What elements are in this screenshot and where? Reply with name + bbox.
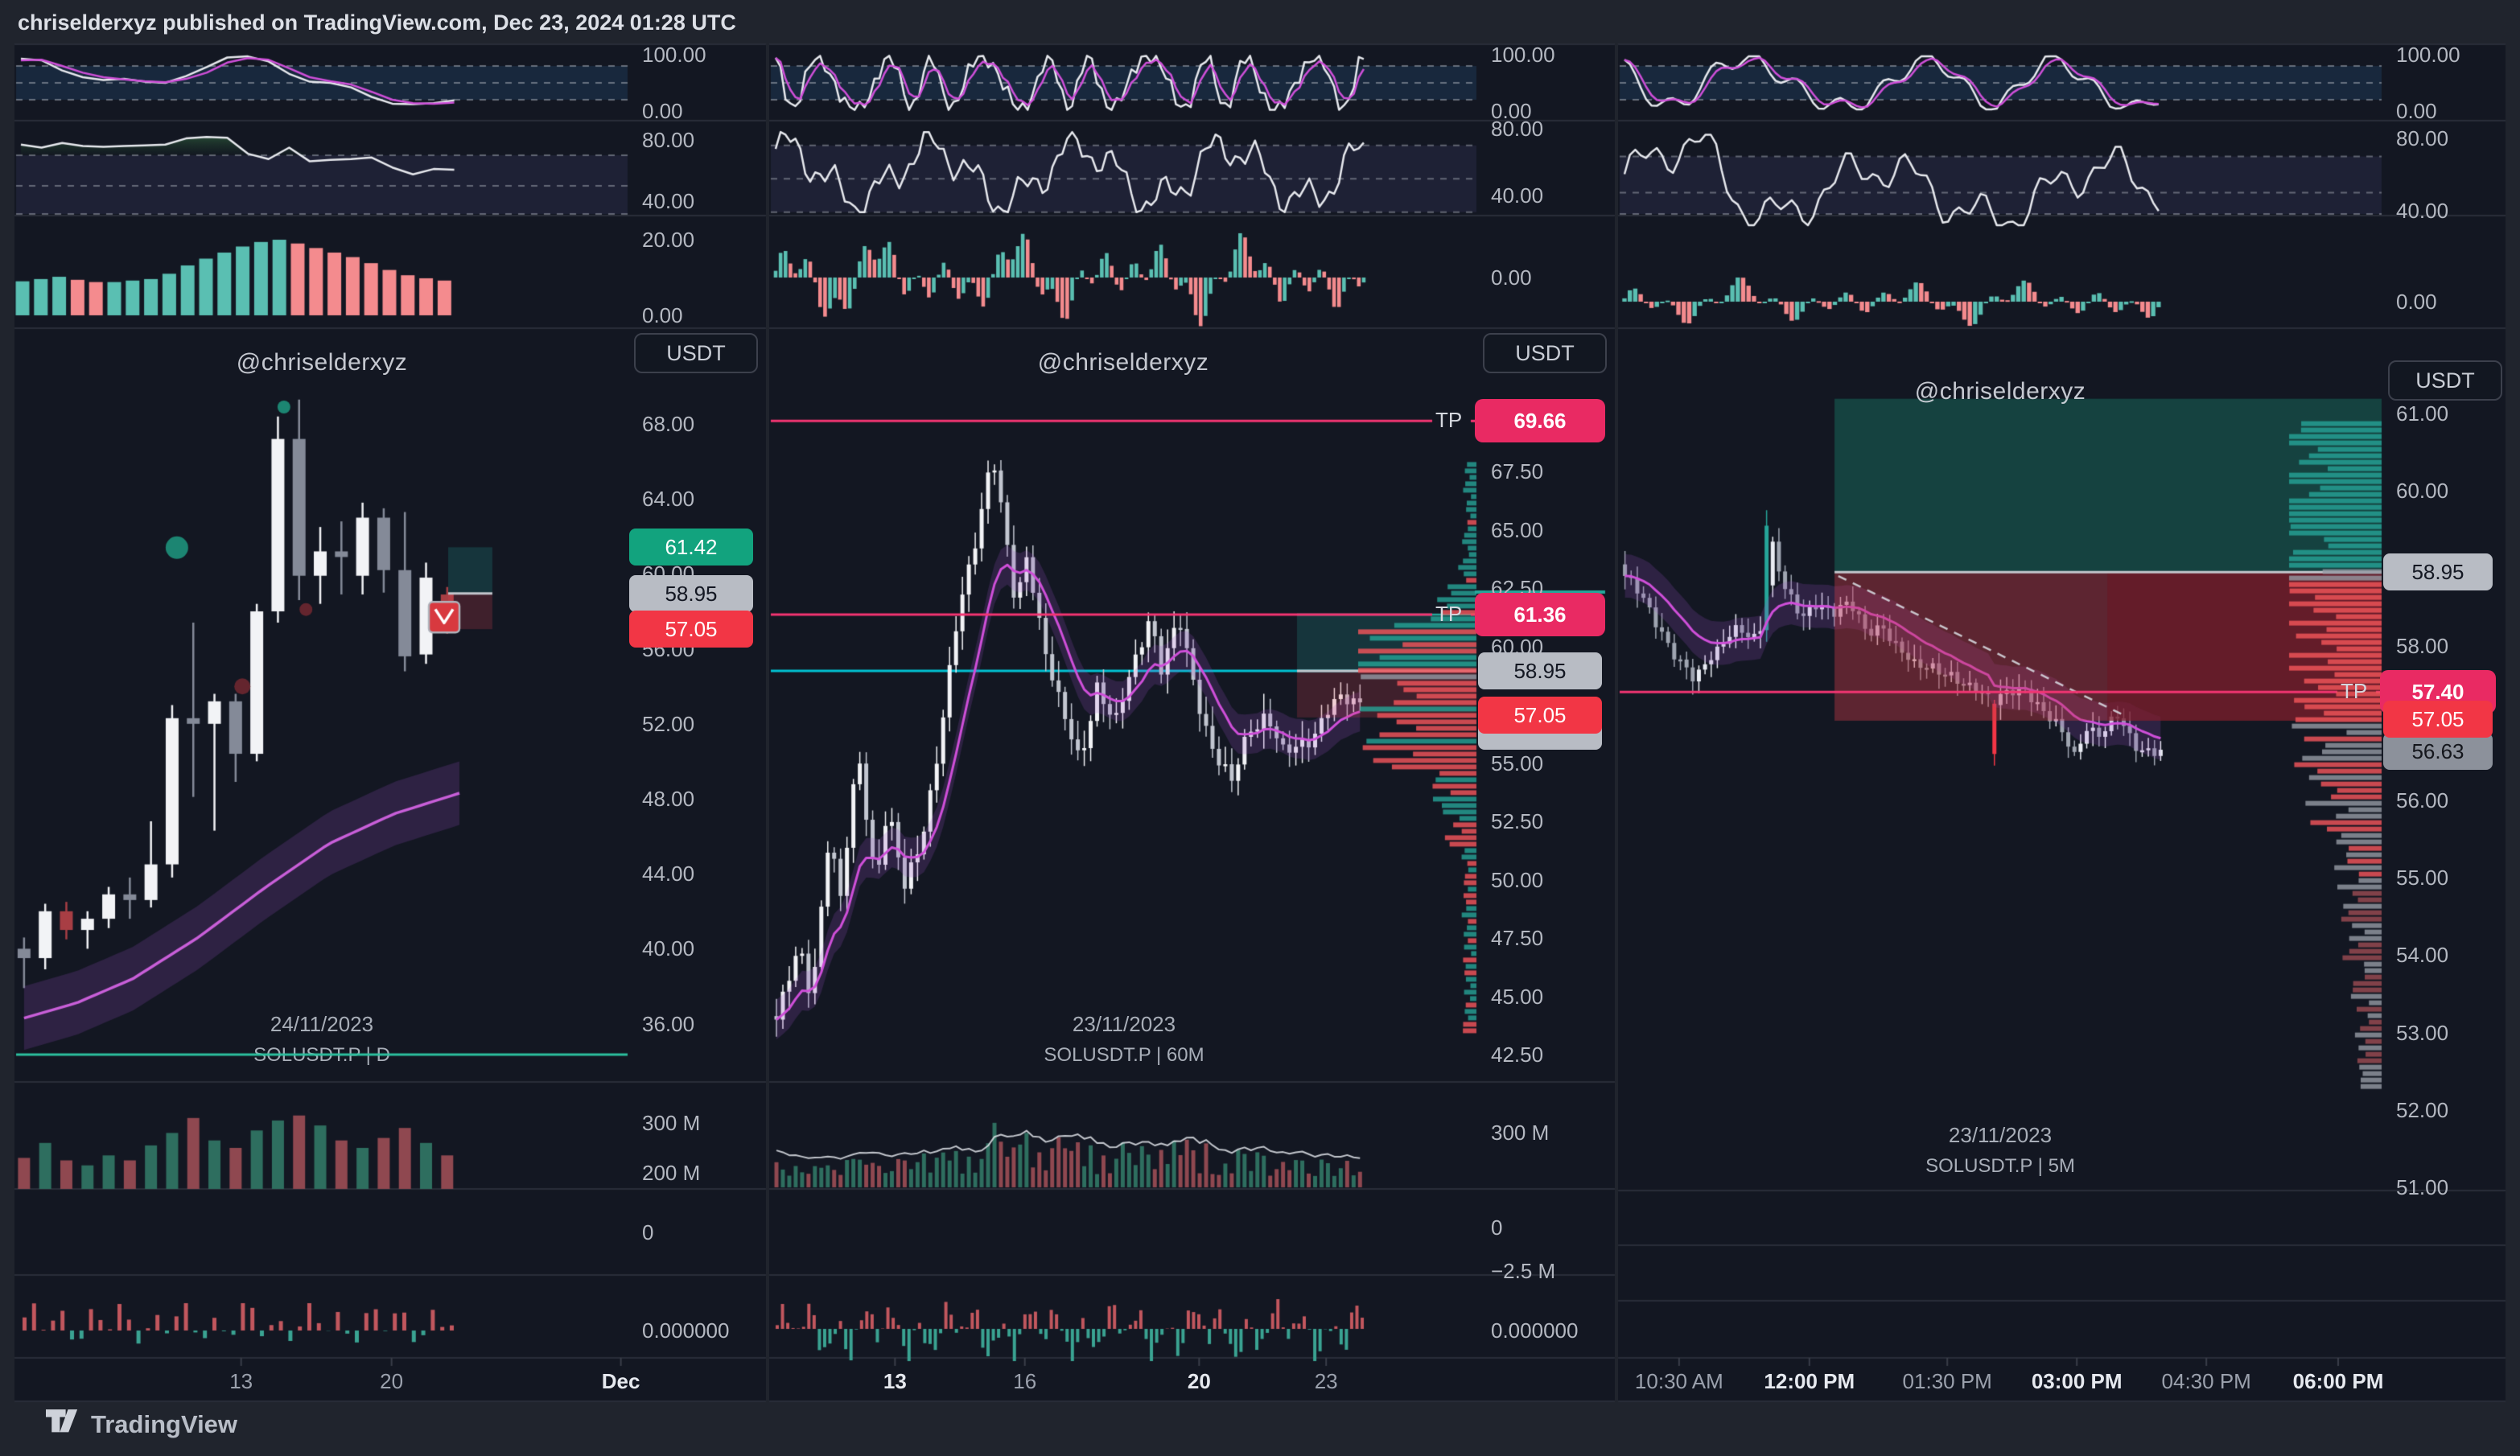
time-label: 20 <box>380 1369 404 1393</box>
price-badge-61.36: 61.36 <box>1475 593 1605 637</box>
time-label: 13 <box>229 1369 253 1393</box>
currency-usdt-button[interactable]: USDT <box>2388 360 2502 401</box>
time-label: 10:30 AM <box>1634 1369 1723 1393</box>
price-tick: 52.50 <box>1491 809 1544 833</box>
zero-tick: −2.5 M <box>1491 1259 1556 1283</box>
price-badge-56.63: 56.63 <box>2383 733 2493 771</box>
price-tick: 0.00 <box>2396 290 2437 314</box>
tp-label: TP <box>1435 408 1463 433</box>
price-tick: 56.00 <box>2396 788 2449 812</box>
price-badge-58.95: 58.95 <box>2383 553 2493 591</box>
price-tick: 40.00 <box>642 189 695 213</box>
currency-usdt-button[interactable]: USDT <box>634 333 758 373</box>
time-label: 04:30 PM <box>2161 1369 2251 1393</box>
time-label: 03:00 PM <box>2031 1369 2123 1393</box>
price-tick: 47.50 <box>1491 926 1544 950</box>
price-tick: 52.00 <box>642 711 695 736</box>
price-tick: 0.00 <box>1491 265 1532 290</box>
price-tick: 58.00 <box>2396 633 2449 658</box>
price-badge-61.42: 61.42 <box>629 529 753 566</box>
time-label: 13 <box>883 1369 907 1393</box>
tradingview-footer: TradingView <box>46 1409 237 1440</box>
price-tick: 53.00 <box>2396 1020 2449 1045</box>
publish-attribution: chriselderxyz published on TradingView.c… <box>18 10 736 35</box>
price-tick: 100.00 <box>1491 43 1555 67</box>
price-tick: 60.00 <box>2396 479 2449 504</box>
zero-tick: 0 <box>1491 1215 1503 1240</box>
price-badge-58.95: 58.95 <box>1478 652 1602 689</box>
price-tick: 0.00 <box>642 99 683 123</box>
price-tick: 64.00 <box>642 487 695 512</box>
price-tick: 100.00 <box>2396 43 2460 67</box>
volume-tick: 200 M <box>642 1161 701 1185</box>
price-tick: 44.00 <box>642 862 695 886</box>
price-badge-57.05: 57.05 <box>629 611 753 648</box>
price-tick: 80.00 <box>2396 126 2449 150</box>
price-tick: 65.00 <box>1491 517 1544 542</box>
tradingview-logo-icon <box>46 1409 78 1433</box>
price-tick: 40.00 <box>1491 183 1544 208</box>
price-tick: 45.00 <box>1491 984 1544 1009</box>
time-label: 20 <box>1187 1369 1211 1393</box>
price-tick: 80.00 <box>642 128 695 152</box>
price-tick: 0.00 <box>2396 99 2437 123</box>
price-tick: 80.00 <box>1491 117 1544 141</box>
delta-tick: 0.000000 <box>1491 1318 1579 1343</box>
time-label: Dec <box>601 1369 640 1393</box>
price-tick: 61.00 <box>2396 401 2449 426</box>
delta-tick: 0.000000 <box>642 1318 730 1343</box>
volume-tick: 300 M <box>1491 1121 1550 1145</box>
price-tick: 0.00 <box>1491 99 1532 123</box>
price-tick: 48.00 <box>642 787 695 811</box>
tp-label: TP <box>2341 679 2368 704</box>
time-label: 06:00 PM <box>2292 1369 2384 1393</box>
price-tick: 0.00 <box>642 303 683 327</box>
time-label: 16 <box>1013 1369 1037 1393</box>
price-tick: 40.00 <box>642 936 695 961</box>
price-badge-58.95: 58.95 <box>629 574 753 612</box>
price-badge-57.05: 57.05 <box>1478 697 1602 734</box>
price-badge-57.05: 57.05 <box>2383 700 2493 738</box>
price-tick: 55.00 <box>2396 866 2449 890</box>
price-tick: 20.00 <box>642 228 695 252</box>
price-tick: 67.50 <box>1491 459 1544 483</box>
panel-5m-title: @chriselderxyz <box>1914 378 2086 405</box>
time-label: 23 <box>1314 1369 1338 1393</box>
time-label: 12:00 PM <box>1764 1369 1855 1393</box>
currency-usdt-button[interactable]: USDT <box>1483 333 1607 373</box>
price-tick: 68.00 <box>642 412 695 436</box>
price-badge-69.66: 69.66 <box>1475 399 1605 443</box>
zero-tick: 0 <box>642 1220 654 1244</box>
volume-tick: 300 M <box>642 1111 701 1135</box>
panel-60m-title: @chriselderxyz <box>1037 349 1209 376</box>
tradingview-brand-text: TradingView <box>91 1410 238 1438</box>
time-label: 01:30 PM <box>1902 1369 1992 1393</box>
price-tick: 100.00 <box>642 43 706 67</box>
price-tick: 55.00 <box>1491 751 1544 775</box>
price-tick: 36.00 <box>642 1011 695 1036</box>
price-tick: 50.00 <box>1491 867 1544 892</box>
price-tick: 51.00 <box>2396 1175 2449 1199</box>
tp-label: TP <box>1435 602 1463 627</box>
price-tick: 52.00 <box>2396 1097 2449 1122</box>
price-tick: 54.00 <box>2396 943 2449 968</box>
panel-daily-title: @chriselderxyz <box>236 349 408 376</box>
price-tick: 42.50 <box>1491 1043 1544 1067</box>
price-tick: 40.00 <box>2396 199 2449 223</box>
